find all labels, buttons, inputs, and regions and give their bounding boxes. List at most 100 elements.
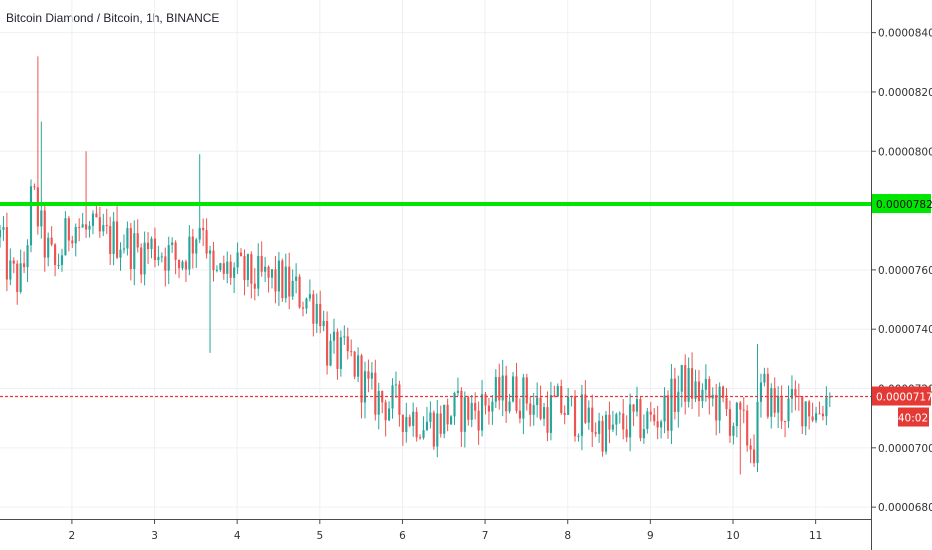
candle-72 (246, 253, 249, 287)
candle-189 (649, 401, 652, 422)
candle-148 (508, 393, 511, 414)
candle-136 (467, 395, 470, 426)
candle-10 (33, 183, 36, 190)
candle-108 (370, 362, 373, 390)
candle-29 (98, 206, 101, 238)
candle-168 (577, 433, 580, 442)
candle-49 (167, 236, 170, 285)
candle-170 (584, 380, 587, 424)
countdown-label: 40:02 (898, 413, 928, 425)
candle-202 (694, 369, 697, 403)
candle-228 (783, 420, 787, 438)
candle-109 (374, 359, 377, 421)
x-tick-label-5: 7 (482, 530, 489, 542)
x-tick-label-1: 3 (151, 530, 158, 542)
candle-222 (763, 367, 766, 387)
candle-240 (825, 386, 828, 426)
candle-74 (253, 268, 256, 301)
candle-103 (353, 350, 356, 380)
candle-156 (536, 382, 539, 418)
candle-210 (722, 385, 725, 403)
candle-110 (377, 382, 380, 430)
candle-63 (215, 265, 218, 273)
candle-115 (394, 371, 398, 399)
candle-55 (188, 225, 191, 276)
candle-11 (36, 56, 39, 235)
candle-52 (177, 259, 181, 279)
candle-88 (301, 301, 305, 317)
candle-22 (74, 223, 77, 257)
candle-119 (408, 414, 411, 428)
candle-117 (401, 414, 404, 446)
candle-235 (808, 399, 811, 430)
candle-159 (546, 391, 549, 442)
candle-229 (787, 385, 790, 429)
candle-54 (184, 259, 188, 283)
candle-122 (419, 434, 422, 440)
level-price-label: 0.00007822 (876, 199, 932, 211)
candle-48 (164, 247, 167, 287)
candle-188 (646, 407, 649, 434)
candle-203 (697, 370, 701, 417)
candle-123 (422, 416, 425, 440)
candle-50 (171, 237, 174, 253)
candle-21 (71, 235, 74, 248)
candle-165 (567, 388, 570, 416)
candle-231 (794, 380, 797, 411)
candle-166 (570, 395, 573, 407)
candle-135 (463, 391, 466, 448)
candle-232 (797, 383, 800, 411)
candle-83 (284, 253, 287, 303)
candle-86 (295, 263, 298, 294)
candle-51 (174, 240, 177, 275)
candle-3 (9, 248, 12, 286)
candle-34 (116, 206, 119, 260)
candle-1 (2, 216, 5, 241)
candle-99 (339, 330, 342, 377)
candle-80 (274, 255, 277, 304)
candle-38 (129, 222, 132, 281)
candle-4 (12, 257, 15, 274)
candle-209 (718, 382, 721, 434)
candle-178 (611, 410, 614, 433)
candle-62 (212, 241, 215, 282)
last-price-label: 0.00007173 (876, 392, 932, 404)
y-tick-label-7: 0.00008400 (878, 28, 932, 40)
chart-title: Bitcoin Diamond / Bitcoin, 1h, BINANCE (6, 11, 220, 25)
last-price-tag: 0.00007173 40:02 (872, 386, 932, 427)
candle-130 (446, 398, 449, 432)
candle-53 (181, 260, 184, 271)
candle-223 (766, 367, 769, 419)
candle-160 (549, 381, 552, 441)
candle-175 (601, 415, 604, 457)
candle-164 (563, 405, 566, 425)
candle-147 (505, 365, 508, 423)
candle-67 (229, 254, 232, 285)
candle-84 (288, 252, 291, 310)
candle-153 (525, 373, 528, 411)
candle-25 (85, 151, 88, 238)
candle-224 (770, 383, 773, 429)
candle-152 (522, 373, 525, 435)
candle-167 (573, 390, 577, 442)
candle-186 (639, 396, 642, 442)
candle-101 (346, 327, 349, 360)
candle-144 (494, 369, 497, 408)
candle-176 (604, 411, 608, 455)
candle-69 (236, 242, 239, 275)
candle-2 (5, 212, 8, 292)
candle-113 (388, 401, 391, 422)
candle-68 (233, 262, 236, 294)
candle-125 (429, 401, 432, 429)
candle-76 (260, 241, 263, 277)
candle-216 (742, 397, 745, 424)
candle-104 (357, 347, 360, 383)
candle-107 (367, 359, 370, 393)
candle-225 (773, 377, 776, 418)
candle-27 (91, 210, 95, 235)
x-tick-label-3: 5 (316, 530, 323, 542)
candle-129 (443, 404, 446, 439)
candle-41 (140, 243, 143, 284)
